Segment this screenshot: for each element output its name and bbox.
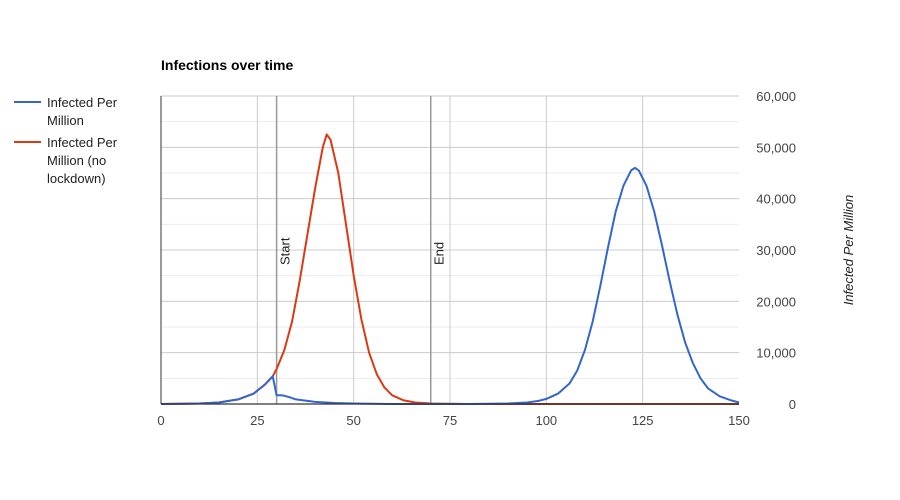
y-axis-title: Infected Per Million <box>841 195 856 306</box>
x-tick-label: 25 <box>250 413 264 428</box>
x-tick-label: 125 <box>632 413 654 428</box>
series-lines <box>160 133 740 405</box>
legend-label: Infected Per Million (no lockdown) <box>47 135 118 186</box>
y-tick-label: 40,000 <box>756 192 796 207</box>
legend-label: Infected Per Million <box>47 95 118 128</box>
y-tick-label: 10,000 <box>756 346 796 361</box>
annotation-label: Start <box>278 237 293 265</box>
series-line-0 <box>160 166 740 405</box>
y-tick-label: 50,000 <box>756 140 796 155</box>
x-tick-label: 100 <box>535 413 557 428</box>
y-tick-label: 0 <box>789 397 796 412</box>
annotation-label: End <box>432 242 447 265</box>
y-tick-label: 60,000 <box>756 89 796 104</box>
x-tick-label: 150 <box>728 413 750 428</box>
y-tick-label: 30,000 <box>756 243 796 258</box>
x-tick-label: 50 <box>346 413 360 428</box>
axes: 0 25 50 75 100 125 150 0 10,000 20,000 30,000 40,00… <box>157 89 796 428</box>
chart-title: Infections over time <box>161 57 293 73</box>
y-tick-label: 20,000 <box>756 294 796 309</box>
x-tick-label: 0 <box>157 413 164 428</box>
legend: Infected Per Million Infected Per Million (… <box>14 95 118 186</box>
grid <box>161 95 739 404</box>
annotation-lines: Start End <box>275 96 447 404</box>
x-tick-label: 75 <box>443 413 457 428</box>
